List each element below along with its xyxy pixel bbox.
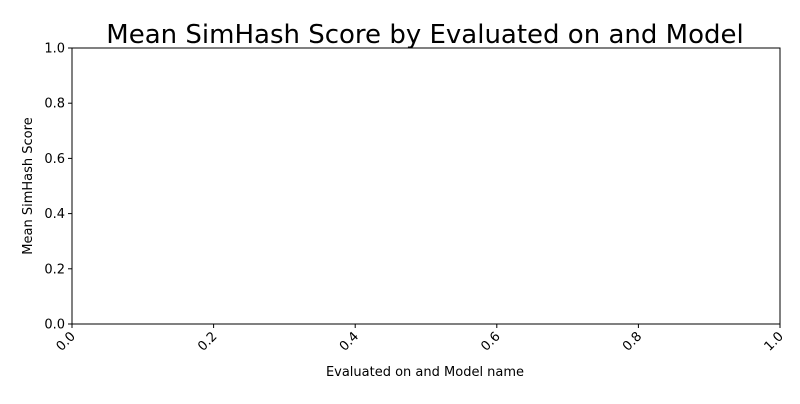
y-tick-label: 0.8 xyxy=(44,97,65,112)
y-tick-label: 1.0 xyxy=(44,42,65,57)
x-tick-label: 0.6 xyxy=(478,329,503,354)
y-tick-label: 0.2 xyxy=(44,262,65,277)
y-tick-label: 0.6 xyxy=(44,152,65,167)
chart-title: Mean SimHash Score by Evaluated on and M… xyxy=(106,20,743,50)
x-tick-label: 0.0 xyxy=(54,329,79,354)
y-axis: 0.0 0.2 0.4 0.6 0.8 1.0 xyxy=(44,42,72,333)
x-tick-label: 0.4 xyxy=(337,329,362,354)
y-tick-label: 0.0 xyxy=(44,318,65,333)
plot-frame xyxy=(71,47,781,325)
x-tick-label: 1.0 xyxy=(762,329,787,354)
x-tick-label: 0.2 xyxy=(195,329,220,354)
y-axis-label: Mean SimHash Score xyxy=(21,117,36,254)
x-tick-label: 0.8 xyxy=(620,329,645,354)
x-axis-label: Evaluated on and Model name xyxy=(326,365,524,380)
x-axis: 0.0 0.2 0.4 0.6 0.8 1.0 xyxy=(54,324,787,354)
y-tick-label: 0.4 xyxy=(44,207,65,222)
